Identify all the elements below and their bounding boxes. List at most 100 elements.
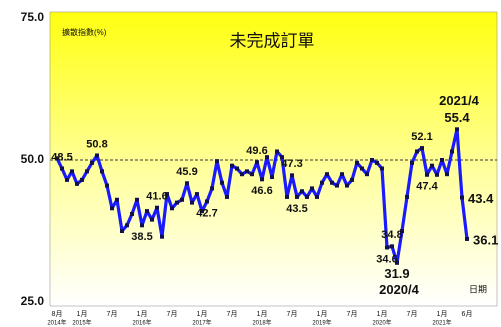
data-point [350, 177, 354, 182]
data-point [195, 192, 199, 197]
data-point [385, 245, 389, 250]
data-point [285, 194, 289, 199]
data-point [110, 206, 114, 211]
data-point [55, 156, 59, 161]
data-label: 46.6 [251, 185, 272, 197]
data-point [440, 158, 444, 162]
x-year-label: 2018年 [252, 319, 271, 327]
data-point [190, 200, 194, 205]
x-tick-label: 7月 [407, 310, 418, 318]
data-point [355, 160, 359, 165]
data-label: 36.1 [473, 232, 498, 247]
data-point [70, 169, 74, 174]
y-tick-label: 25.0 [21, 294, 45, 308]
data-point [215, 159, 219, 164]
data-point [375, 160, 379, 165]
point-note: 2021/4 [439, 93, 480, 108]
data-point [450, 149, 454, 154]
data-point [60, 166, 64, 171]
x-year-label: 2015年 [72, 319, 91, 327]
data-label: 47.4 [416, 181, 438, 193]
x-year-label: 2016年 [132, 319, 151, 327]
data-label: 38.5 [131, 231, 152, 243]
x-year-label: 2014年 [47, 319, 66, 327]
data-point [315, 194, 319, 199]
data-point [410, 160, 414, 165]
x-tick-label: 1月 [257, 310, 268, 318]
x-axis-label: 日期 [469, 284, 487, 294]
data-label: 34.6 [376, 253, 397, 265]
data-label: 52.1 [411, 131, 432, 143]
data-point [360, 166, 364, 171]
x-year-label: 2020年 [372, 319, 391, 327]
data-point [200, 209, 204, 214]
data-point [320, 180, 324, 185]
x-tick-label: 7月 [227, 310, 238, 318]
data-point [465, 236, 469, 241]
x-tick-label: 1月 [197, 310, 208, 318]
data-point [455, 127, 459, 132]
data-label: 41.6 [146, 191, 167, 203]
data-label: 49.6 [246, 145, 267, 157]
data-label: 43.4 [468, 191, 494, 206]
data-label: 45.9 [176, 166, 197, 178]
data-point [165, 192, 169, 197]
x-tick-label: 7月 [167, 310, 178, 318]
data-point [95, 153, 99, 158]
data-point [85, 169, 89, 174]
data-point [145, 209, 149, 214]
data-label: 48.5 [51, 151, 72, 163]
data-point [155, 205, 159, 210]
data-point [255, 160, 259, 165]
data-point [305, 194, 309, 199]
data-point [240, 172, 244, 177]
data-point [120, 229, 124, 233]
data-point [335, 183, 339, 188]
data-point [80, 177, 84, 182]
x-year-label: 2019年 [312, 319, 331, 327]
data-point [270, 175, 274, 180]
data-point [330, 180, 334, 185]
y-tick-label: 75.0 [21, 10, 45, 24]
data-point [140, 223, 144, 228]
data-point [250, 172, 254, 177]
data-point [135, 197, 139, 202]
data-point [235, 166, 239, 171]
data-point [430, 163, 434, 168]
data-point [260, 177, 264, 182]
data-point [365, 172, 369, 177]
data-label: 50.8 [86, 138, 107, 150]
data-point [280, 155, 284, 160]
x-tick-label: 7月 [287, 310, 298, 318]
data-point [290, 173, 294, 178]
x-tick-label: 7月 [107, 310, 118, 318]
data-point [310, 186, 314, 191]
data-point [325, 172, 329, 177]
data-point [65, 177, 69, 182]
data-point [295, 194, 299, 199]
data-point [435, 172, 439, 177]
plot-area [49, 11, 498, 307]
data-point [130, 211, 134, 216]
x-tick-label: 7月 [347, 310, 358, 318]
x-year-label: 2021年 [432, 319, 451, 327]
data-point [225, 194, 229, 199]
data-point [115, 197, 119, 202]
data-point [180, 197, 184, 202]
data-label: 31.9 [384, 266, 409, 281]
data-label: 47.3 [281, 158, 302, 170]
data-point [460, 195, 464, 200]
data-point [345, 183, 349, 188]
data-point [150, 217, 154, 222]
data-point [185, 181, 189, 186]
x-tick-label: 1月 [317, 310, 328, 318]
data-label: 42.7 [196, 207, 217, 219]
x-tick-label: 8月 [52, 310, 63, 318]
data-point [170, 206, 174, 211]
y-tick-label: 50.0 [21, 152, 45, 166]
data-point [265, 155, 269, 160]
data-point [245, 169, 249, 174]
data-point [380, 166, 384, 171]
data-label: 43.5 [286, 203, 307, 215]
data-point [125, 223, 129, 228]
